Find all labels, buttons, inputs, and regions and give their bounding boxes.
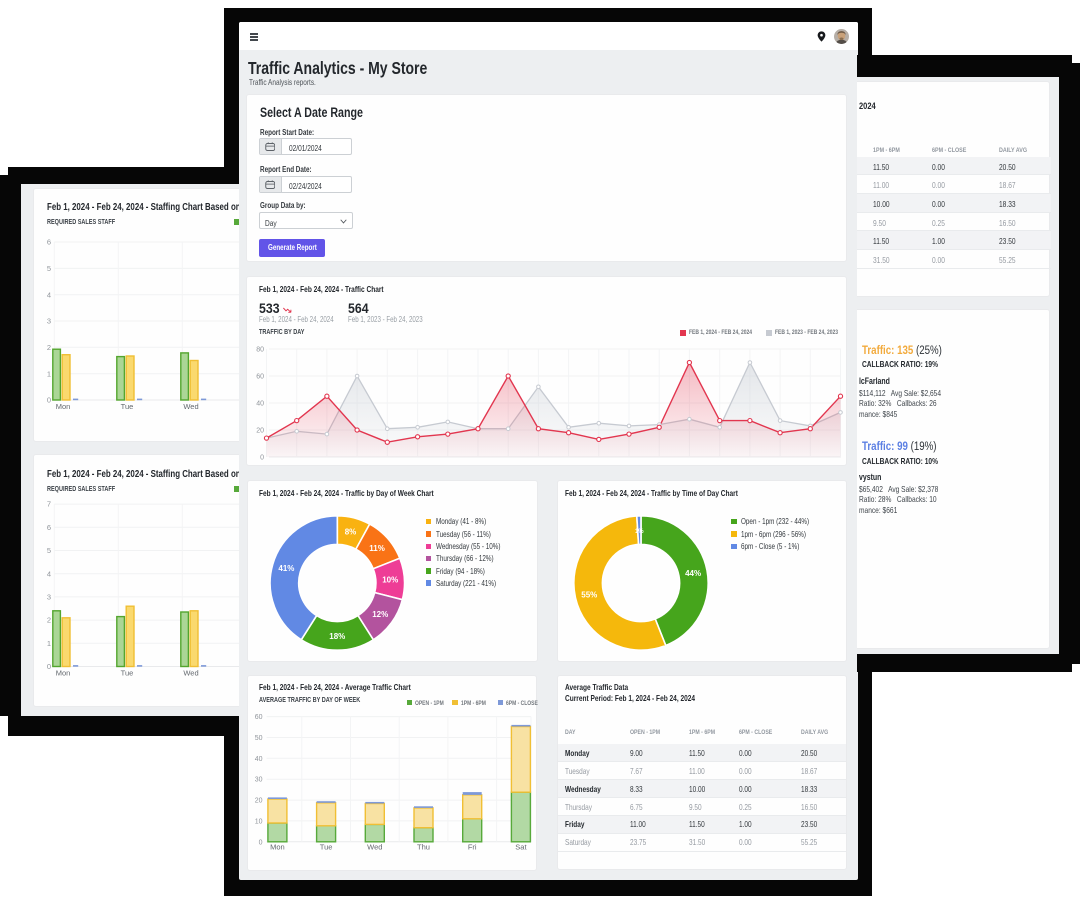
svg-text:0: 0 [47, 396, 51, 405]
svg-text:7: 7 [47, 499, 51, 508]
svg-text:60: 60 [256, 374, 264, 381]
svg-text:80: 80 [256, 347, 264, 354]
svg-text:Mon: Mon [55, 668, 70, 677]
svg-text:3: 3 [47, 592, 51, 601]
svg-text:3: 3 [47, 317, 51, 326]
svg-text:Tue: Tue [120, 402, 133, 411]
svg-text:8%: 8% [345, 527, 357, 536]
svg-text:Mon: Mon [270, 842, 285, 851]
svg-text:12%: 12% [372, 610, 388, 619]
svg-text:4: 4 [47, 569, 51, 578]
svg-text:Tue: Tue [120, 668, 133, 677]
svg-text:60: 60 [255, 714, 263, 721]
svg-text:40: 40 [256, 401, 264, 408]
svg-text:40: 40 [255, 756, 263, 763]
svg-text:6: 6 [47, 238, 51, 247]
svg-text:44%: 44% [686, 569, 702, 578]
svg-text:6: 6 [47, 523, 51, 532]
svg-text:Sat: Sat [515, 842, 527, 851]
svg-text:Wed: Wed [183, 668, 198, 677]
svg-text:Tue: Tue [320, 842, 333, 851]
svg-text:50: 50 [255, 735, 263, 742]
svg-text:10%: 10% [382, 575, 398, 584]
svg-text:2: 2 [47, 615, 51, 624]
svg-text:1%: 1% [635, 529, 644, 535]
svg-text:2: 2 [47, 343, 51, 352]
svg-text:Fri: Fri [468, 842, 477, 851]
svg-text:30: 30 [255, 777, 263, 784]
svg-text:0: 0 [47, 662, 51, 671]
svg-text:Mon: Mon [55, 402, 70, 411]
svg-text:20: 20 [255, 798, 263, 805]
svg-text:41%: 41% [278, 564, 294, 573]
svg-text:1: 1 [47, 370, 51, 379]
svg-text:5: 5 [47, 264, 51, 273]
svg-text:Wed: Wed [367, 842, 382, 851]
svg-text:Wed: Wed [183, 402, 198, 411]
svg-text:55%: 55% [582, 590, 598, 599]
svg-text:10: 10 [255, 818, 263, 825]
svg-text:0: 0 [259, 839, 263, 846]
svg-text:Thu: Thu [417, 842, 430, 851]
svg-text:11%: 11% [369, 544, 385, 553]
svg-text:0: 0 [260, 455, 264, 462]
svg-text:4: 4 [47, 291, 51, 300]
svg-text:18%: 18% [329, 632, 345, 641]
svg-text:20: 20 [256, 428, 264, 435]
svg-text:1: 1 [47, 639, 51, 648]
svg-text:5: 5 [47, 546, 51, 555]
